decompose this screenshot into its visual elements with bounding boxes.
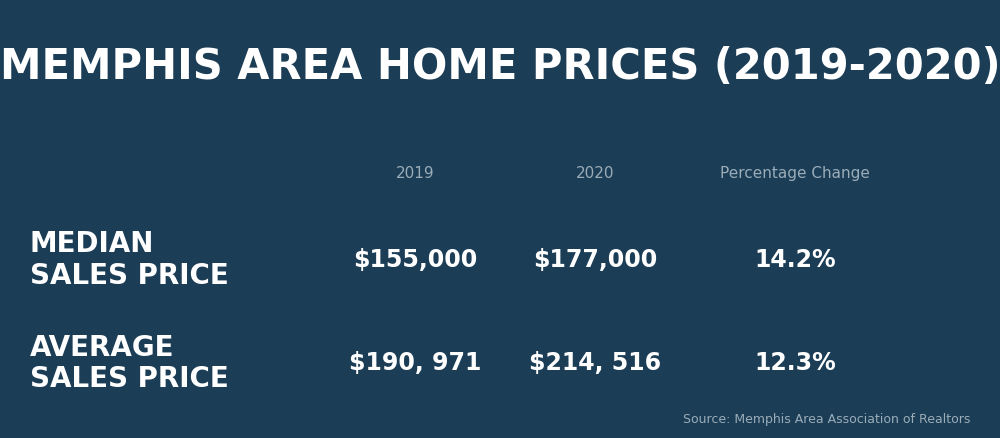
Text: MEDIAN
SALES PRICE: MEDIAN SALES PRICE — [30, 230, 229, 290]
Text: $214, 516: $214, 516 — [529, 351, 661, 375]
Text: $177,000: $177,000 — [533, 248, 657, 272]
Text: AVERAGE
SALES PRICE: AVERAGE SALES PRICE — [30, 334, 229, 393]
Text: MEMPHIS AREA HOME PRICES (2019-2020): MEMPHIS AREA HOME PRICES (2019-2020) — [0, 46, 1000, 88]
Text: 12.3%: 12.3% — [754, 351, 836, 375]
Text: 2020: 2020 — [576, 166, 614, 180]
Text: 2019: 2019 — [396, 166, 434, 180]
Text: $155,000: $155,000 — [353, 248, 477, 272]
Text: $190, 971: $190, 971 — [349, 351, 481, 375]
Text: Percentage Change: Percentage Change — [720, 166, 870, 180]
Text: Source: Memphis Area Association of Realtors: Source: Memphis Area Association of Real… — [683, 413, 970, 426]
Text: 14.2%: 14.2% — [754, 248, 836, 272]
